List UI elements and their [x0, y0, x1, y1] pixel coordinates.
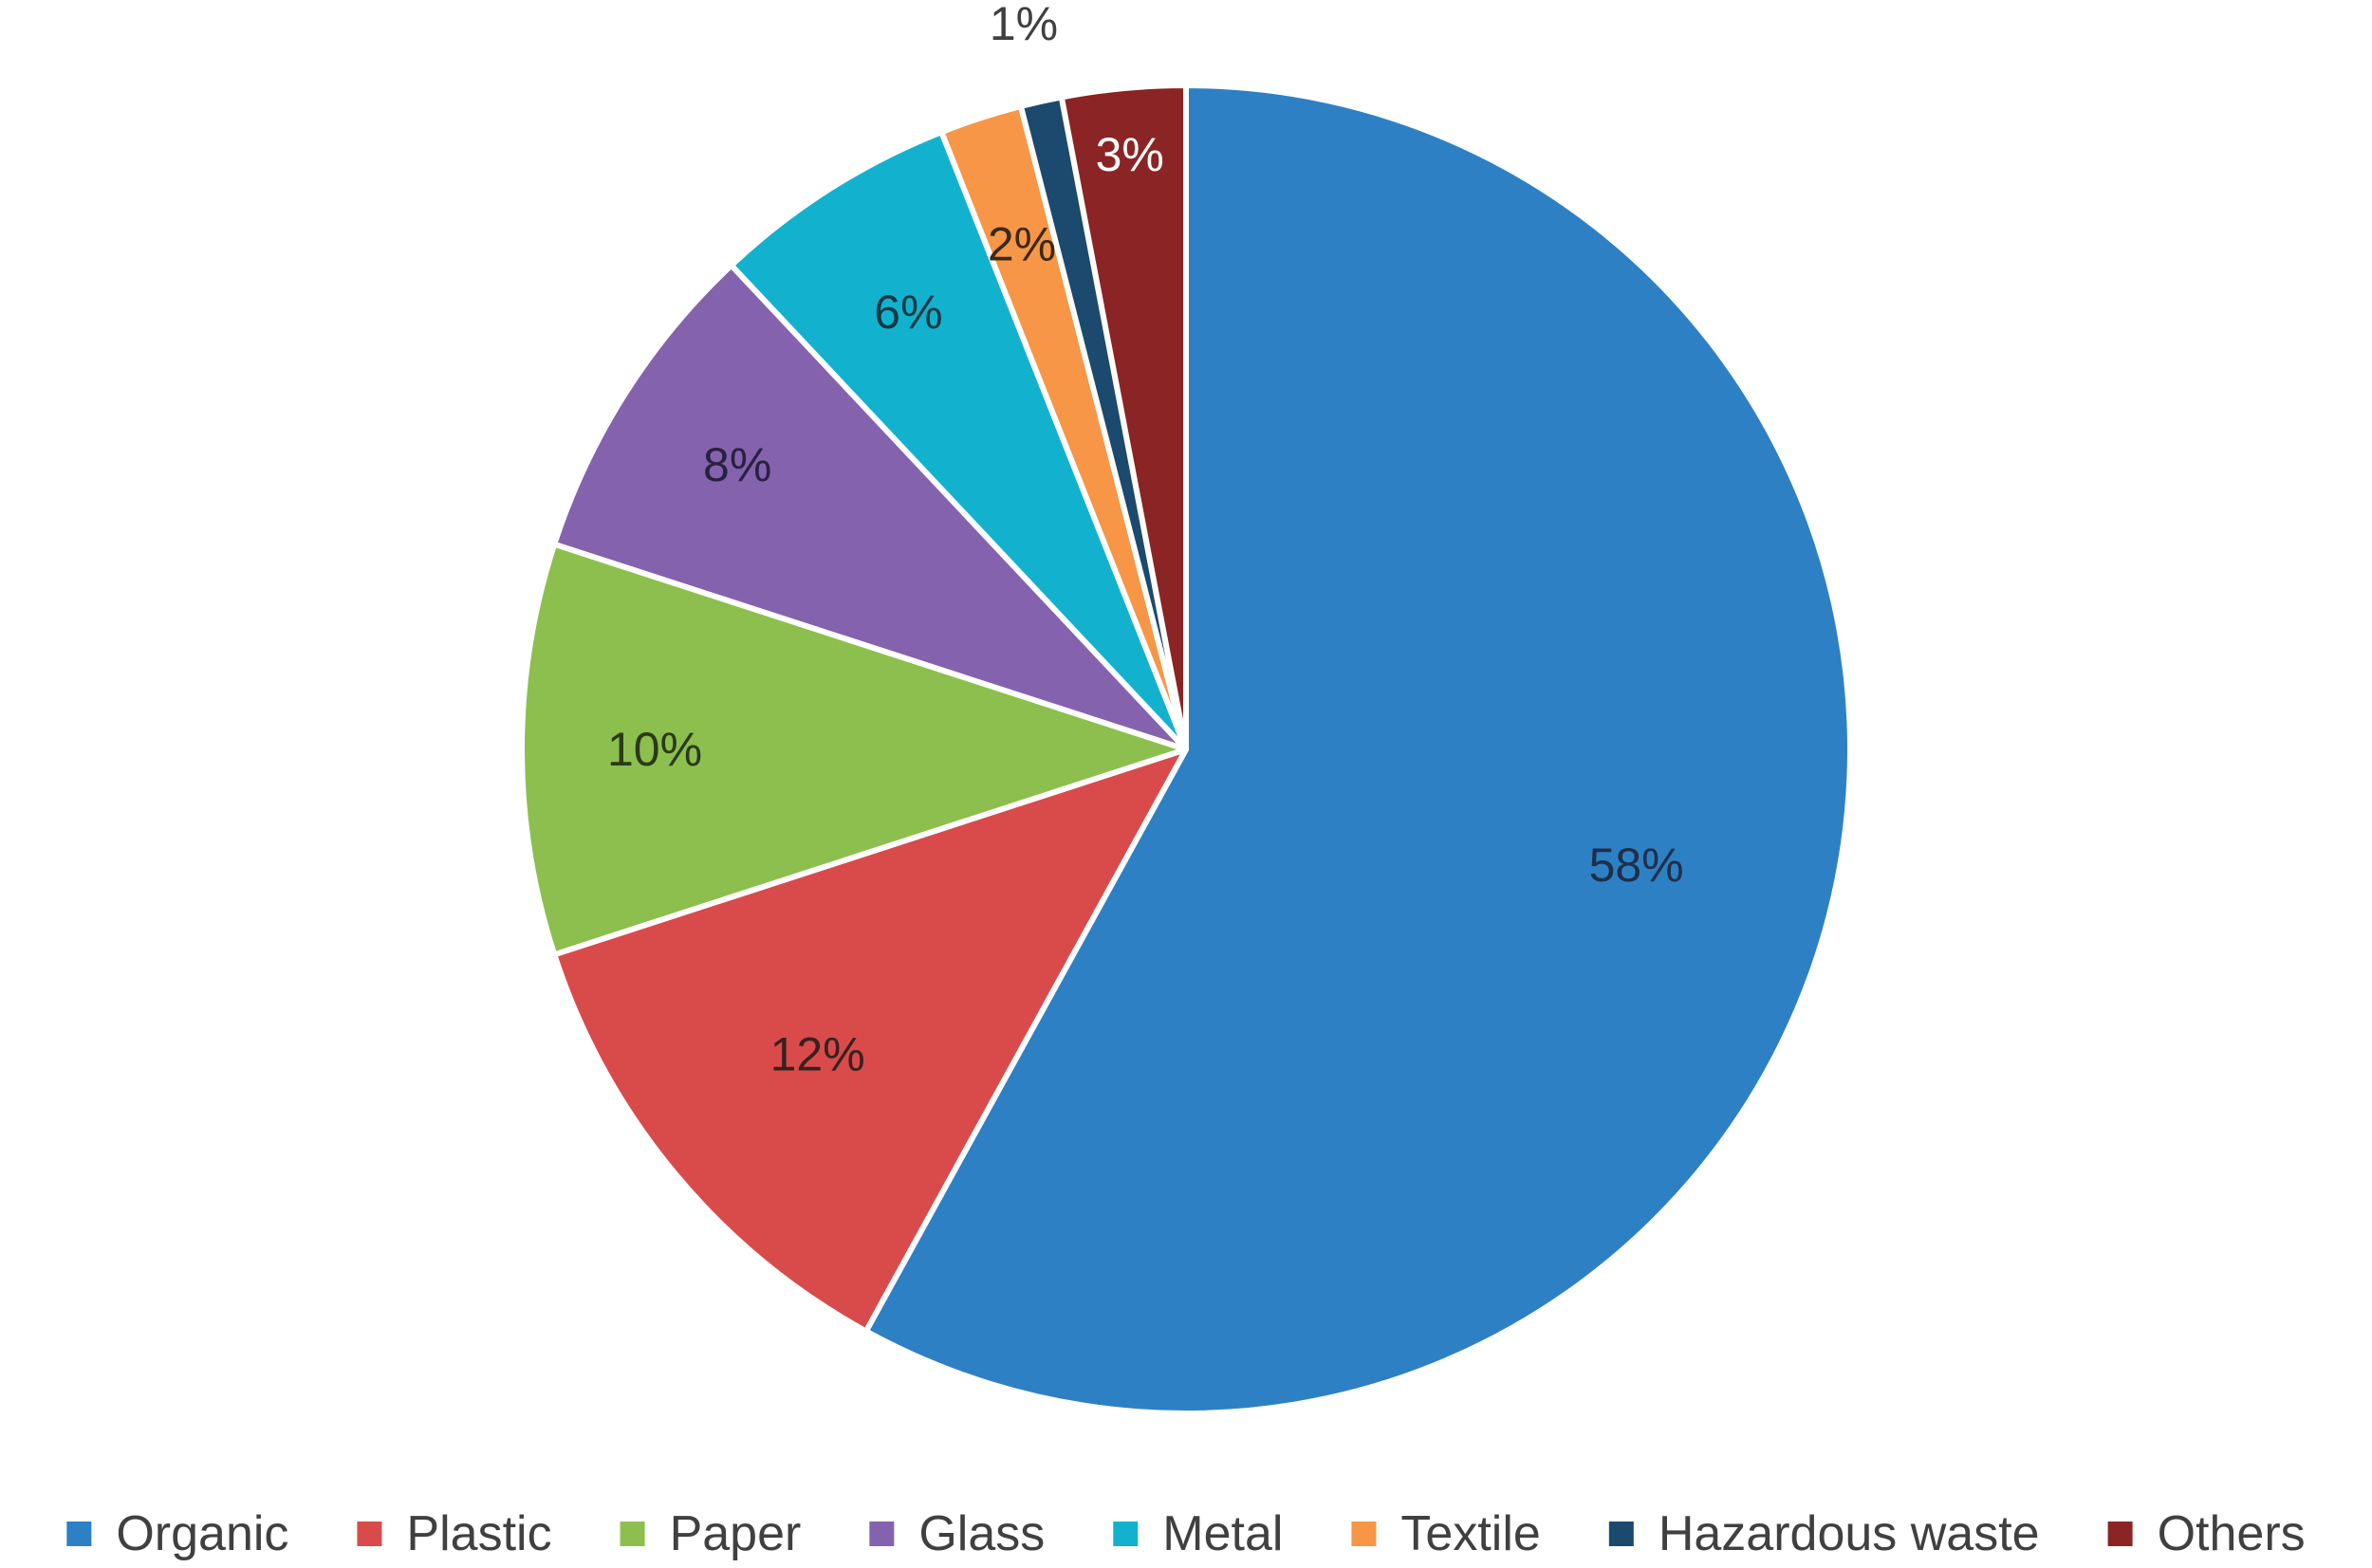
legend-label-textile: Textile [1400, 1506, 1540, 1561]
legend-label-metal: Metal [1162, 1506, 1283, 1561]
legend-label-organic: Organic [116, 1506, 288, 1561]
legend-label-hazardous-waste: Hazardous waste [1659, 1506, 2040, 1561]
legend-swatch-others [2107, 1522, 2133, 1546]
data-label-hazardous-waste: 1% [990, 0, 1058, 50]
data-label-textile: 2% [988, 217, 1056, 270]
legend-swatch-metal [1113, 1522, 1139, 1546]
data-label-others: 3% [1096, 128, 1164, 181]
legend-item-metal: Metal [1113, 1506, 1283, 1561]
pie-data-labels: 58% 12% 10% 8% 6% 2% 1% 3% [607, 0, 1684, 1080]
legend-item-glass: Glass [869, 1506, 1045, 1561]
pie-slice-plastic [551, 747, 1189, 1335]
pie-slices [519, 83, 1854, 1416]
legend-label-plastic: Plastic [406, 1506, 551, 1561]
legend-swatch-paper [620, 1522, 645, 1546]
pie-slice-paper [519, 541, 1189, 958]
legend-swatch-textile [1351, 1522, 1377, 1546]
pie-slice-others [1058, 83, 1189, 752]
legend-label-glass: Glass [918, 1506, 1045, 1561]
legend-item-textile: Textile [1351, 1506, 1541, 1561]
legend-swatch-organic [66, 1522, 92, 1546]
legend-label-paper: Paper [670, 1506, 802, 1561]
legend-label-others: Others [2158, 1506, 2306, 1561]
legend-swatch-plastic [357, 1522, 382, 1546]
legend-item-paper: Paper [620, 1506, 802, 1561]
legend-item-hazardous-waste: Hazardous waste [1608, 1506, 2040, 1561]
data-label-plastic: 12% [770, 1027, 865, 1080]
legend-item-plastic: Plastic [357, 1506, 552, 1561]
pie-slice-metal [728, 129, 1189, 752]
legend-item-others: Others [2107, 1506, 2306, 1561]
legend-swatch-hazardous-waste [1608, 1522, 1634, 1546]
data-label-metal: 6% [874, 286, 942, 339]
pie-slice-glass [551, 262, 1189, 752]
pie-slice-organic [862, 83, 1854, 1416]
legend-swatch-glass [869, 1522, 895, 1546]
legend: Organic Plastic Paper Glass Metal Textile Haza… [66, 1506, 2306, 1561]
data-label-glass: 8% [703, 438, 771, 491]
data-label-organic: 58% [1589, 839, 1684, 892]
data-label-paper: 10% [607, 723, 702, 776]
legend-item-organic: Organic [66, 1506, 288, 1561]
